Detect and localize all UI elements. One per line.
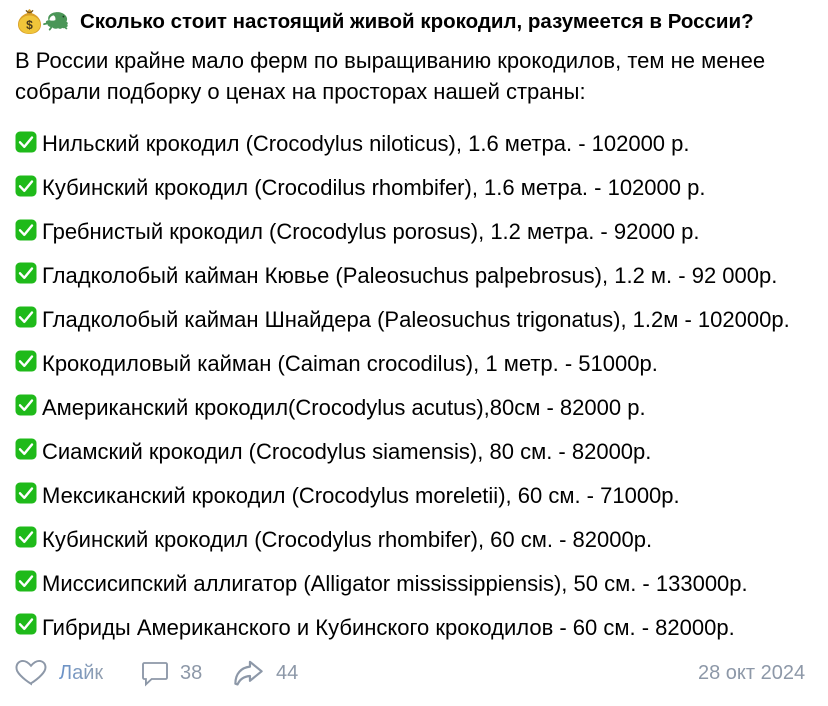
svg-text:$: $ [26, 18, 33, 32]
